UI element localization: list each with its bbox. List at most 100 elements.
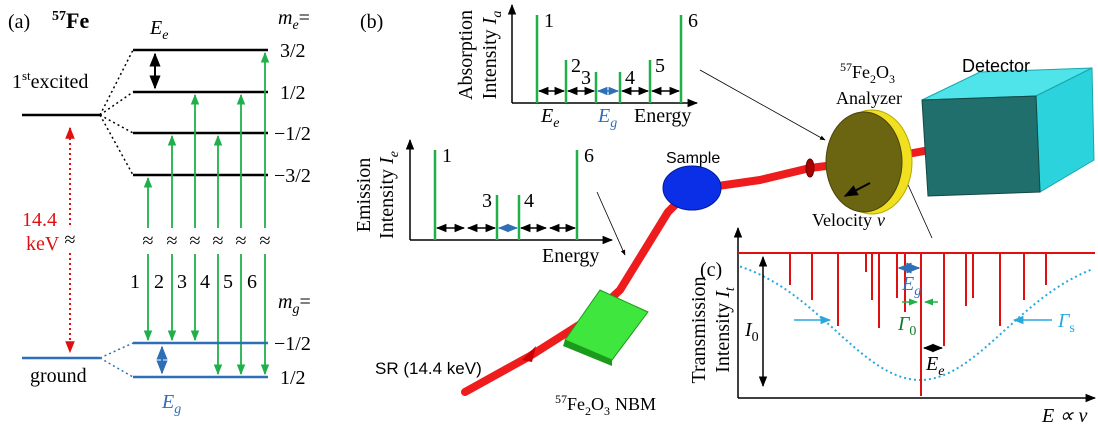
text-part: NBM (615, 394, 656, 414)
break-symbol: ≈ (213, 230, 224, 252)
text-part: e (553, 116, 559, 131)
group: ≈1≈2≈3≈4≈5≈6 (130, 51, 271, 376)
text-part: 57 (840, 60, 852, 74)
gamma0-label: Γ0 (897, 313, 916, 339)
text-part: 2 (585, 404, 591, 418)
group: 1 3 4 6 (433, 145, 594, 240)
text-part: e (387, 151, 402, 157)
ee-label: Ee (925, 353, 944, 379)
velocity-label: Velocity v (812, 210, 885, 230)
ground-splitting-label: Eg (161, 391, 181, 417)
y-axis-label: Intensity It (712, 286, 738, 373)
panel-label: (a) (8, 11, 30, 33)
text-part: g (914, 284, 921, 299)
x-axis-label: E ∝ v (1041, 405, 1088, 427)
shape-line (596, 191, 626, 256)
x-axis-label: Energy (634, 105, 691, 127)
text-part: m (278, 291, 292, 313)
text-part: Intensity (376, 169, 398, 239)
peak-label: 5 (655, 55, 665, 77)
shape-path (522, 346, 536, 362)
me-level: −1/2 (274, 123, 311, 145)
me-level: 3/2 (280, 40, 306, 62)
break-symbol: ≈ (260, 230, 271, 252)
text-part: g (292, 302, 299, 317)
shape-ellipse (662, 165, 722, 211)
me-header: me= (278, 7, 310, 33)
line-number: 4 (200, 271, 210, 293)
text-part: I (376, 156, 398, 165)
shape-ellipse (805, 158, 815, 178)
text-part: E (901, 273, 914, 295)
text-part: O (591, 394, 604, 414)
y-axis-label: Intensity Ie (376, 151, 402, 239)
transition-energy: 14.4 (22, 209, 57, 231)
excited-splitting-label: Ee (149, 17, 168, 43)
text-part: Fe (66, 8, 89, 33)
x-axis-label: Energy (542, 245, 599, 267)
panel-label: (b) (360, 11, 383, 33)
text-part: e (162, 28, 168, 43)
y-axis-label: Emission (353, 158, 375, 232)
peak-label: 4 (625, 67, 635, 89)
shape-path (99, 342, 134, 378)
text-part: = (299, 7, 310, 29)
peak-label: 2 (571, 55, 581, 77)
text-part: 0 (752, 330, 759, 345)
break-symbol: ≈ (167, 230, 178, 252)
text-part: Intensity (479, 29, 501, 99)
mg-level: 1/2 (280, 367, 306, 389)
peak-label: 6 (688, 10, 698, 32)
text-part: Intensity (712, 303, 734, 373)
text-part: I (712, 290, 734, 299)
line-number: 5 (223, 271, 233, 293)
text-part: st (22, 68, 31, 83)
text-part: I (744, 319, 753, 341)
panel-a: (a) 57Fe Ee me= 3/2 1/2 −1/2 −3/2 1stexc… (8, 7, 311, 417)
text-part: v (877, 210, 885, 230)
gammas-label: Γs (1057, 310, 1075, 336)
peak-label: 3 (482, 190, 492, 212)
mg-header: mg= (278, 291, 311, 317)
text-part: 57 (555, 392, 567, 406)
i0-label: I0 (744, 319, 759, 345)
y-axis-label: Transmission (688, 276, 710, 383)
monochromator-label: 57Fe2O3 NBM (555, 392, 656, 418)
text-part: m (278, 7, 292, 29)
text-part: 3 (889, 72, 895, 86)
text-part: Fe (567, 394, 585, 414)
isotope: 57Fe (52, 8, 89, 33)
text-part: excited (31, 71, 89, 93)
peak-label: 3 (581, 67, 591, 89)
break-symbol: ≈ (190, 230, 201, 252)
line-number: 2 (154, 271, 164, 293)
ground-state: ground (30, 365, 87, 387)
group: 1 23 45 6 (535, 10, 698, 103)
sample-label: Sample (666, 150, 720, 167)
me-level: −3/2 (274, 165, 311, 187)
text-part: g (174, 402, 181, 417)
line-number: 6 (247, 271, 257, 293)
eg-label: Eg (901, 273, 921, 299)
y-axis-label: Intensity Ia (479, 11, 505, 100)
text-part: 3 (604, 404, 610, 418)
text-part: E (161, 391, 174, 413)
y-axis-label: Absorption (455, 10, 477, 100)
shape-rect (60, 228, 80, 250)
text-part: Γ (1057, 310, 1071, 332)
text-part: E (925, 353, 938, 375)
text-part: I (479, 16, 501, 25)
peak-label: 1 (442, 145, 452, 167)
text-part: Fe (852, 62, 870, 82)
source-label: SR (14.4 keV) (375, 359, 482, 378)
break-symbol: ≈ (143, 230, 154, 252)
shape-line (904, 177, 933, 239)
shape-ellipse (825, 111, 903, 213)
text-part: e (938, 364, 944, 379)
peak-label: 1 (544, 10, 554, 32)
text-part: a (490, 11, 505, 18)
text-part: t (723, 286, 738, 291)
peak-label: 4 (524, 190, 534, 212)
eg-label: Eg (597, 105, 617, 131)
